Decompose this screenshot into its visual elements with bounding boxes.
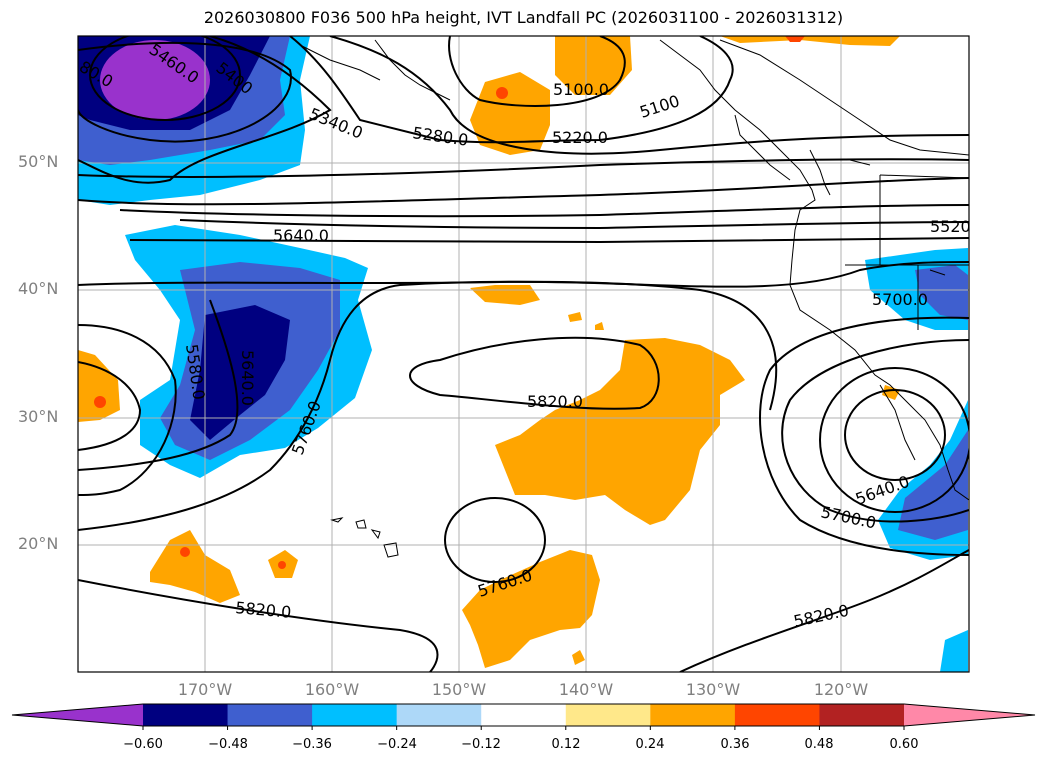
colorbar-bin <box>312 704 398 726</box>
colorbar-bin <box>227 704 313 726</box>
colorbar-right-extend <box>904 704 1035 726</box>
colorbar-tick-label: 0.36 <box>720 737 750 752</box>
colorbar-tick-label: 0.60 <box>889 737 919 752</box>
colorbar-tick-label: −0.12 <box>461 737 501 752</box>
contour-label: 5820.0 <box>527 392 583 411</box>
map-frame <box>77 35 970 673</box>
colorbar-bins <box>143 704 905 726</box>
lon-label: 130°W <box>685 680 741 699</box>
figure-title: 2026030800 F036 500 hPa height, IVT Land… <box>203 8 844 27</box>
lon-label: 160°W <box>304 680 360 699</box>
lon-label: 120°W <box>813 680 869 699</box>
contour-label: 5100.0 <box>553 80 609 99</box>
colorbar-tick-label: −0.24 <box>377 737 417 752</box>
colorbar-tick-label: 0.12 <box>551 737 581 752</box>
lon-label: 170°W <box>177 680 233 699</box>
lat-label: 20°N <box>18 534 59 553</box>
contour-label: 5640.0 <box>273 226 329 245</box>
colorbar-bin <box>396 704 482 726</box>
colorbar-tick-label: −0.60 <box>123 737 163 752</box>
contour-label: 5640.0 <box>238 350 257 406</box>
lat-label: 40°N <box>18 279 59 298</box>
map-layers: 5460.0 5400 5340.0 5280.0 5220.0 5100.0 … <box>78 36 971 672</box>
colorbar-tickmarks <box>142 726 905 730</box>
lon-label: 150°W <box>431 680 487 699</box>
contour-label: 5220.0 <box>552 128 608 147</box>
colorbar-bin <box>734 704 820 726</box>
colorbar-tick-label: −0.48 <box>208 737 248 752</box>
coastlines <box>299 39 969 501</box>
colorbar-bin <box>143 704 229 726</box>
colorbar-tick-label: 0.48 <box>804 737 834 752</box>
colorbar-bin <box>650 704 736 726</box>
colorbar-tick-label: 0.24 <box>635 737 665 752</box>
lon-label: 140°W <box>558 680 614 699</box>
lat-label: 50°N <box>18 152 59 171</box>
hawaii-islands <box>330 517 399 558</box>
colorbar-tick-label: −0.36 <box>292 737 332 752</box>
colorbar <box>11 703 1036 730</box>
colorbar-left-extend <box>12 704 143 726</box>
contour-label: 5700.0 <box>872 290 928 309</box>
colorbar-bin <box>481 704 567 726</box>
colorbar-bin <box>565 704 651 726</box>
lat-label: 30°N <box>18 407 59 426</box>
height-contours <box>78 36 969 672</box>
colorbar-bin <box>819 704 905 726</box>
contour-label: 5520 <box>930 217 971 236</box>
contour-label: 5820.0 <box>235 598 292 622</box>
